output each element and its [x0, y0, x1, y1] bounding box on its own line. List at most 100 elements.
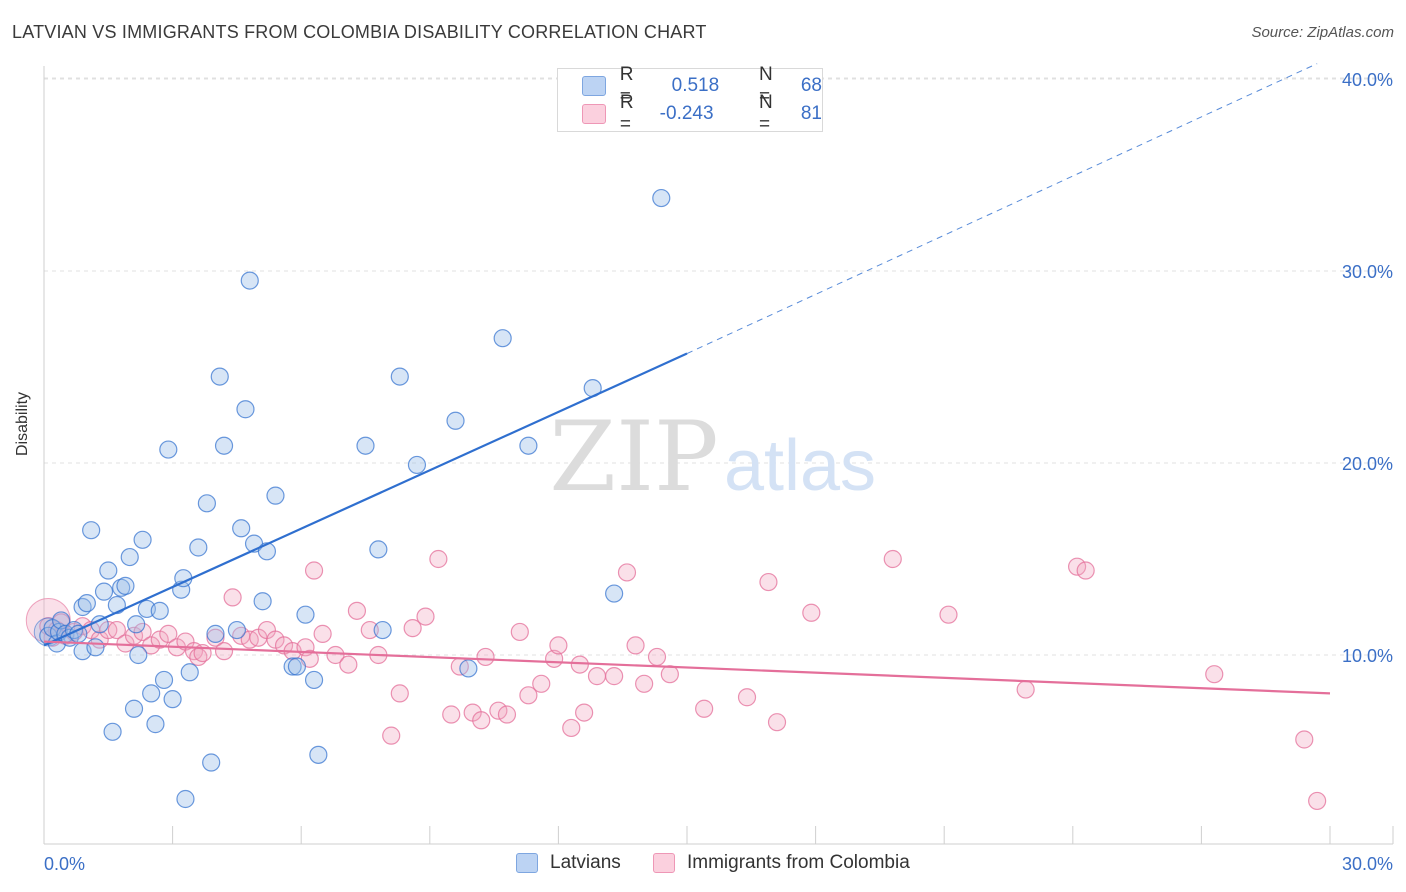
data-point: [510, 622, 529, 642]
data-point: [103, 722, 122, 741]
data-point: [304, 561, 324, 580]
data-point: [360, 620, 379, 640]
data-point: [159, 440, 178, 459]
r-value: 0.518: [671, 75, 720, 96]
data-point: [1295, 730, 1314, 749]
data-point: [347, 601, 367, 620]
data-point: [369, 540, 388, 559]
data-point: [446, 411, 465, 430]
data-point: [373, 620, 392, 640]
data-point: [142, 684, 161, 703]
y-tick-label: 40.0%: [1342, 70, 1393, 90]
data-point: [304, 670, 324, 690]
latvians-swatch: [582, 76, 606, 96]
data-point: [802, 603, 821, 622]
r-label: R =: [619, 64, 634, 107]
data-point: [206, 624, 225, 643]
data-point: [390, 367, 409, 386]
data-point: [1076, 561, 1095, 580]
trend-line-colombia: [43, 640, 1331, 695]
data-point: [210, 367, 229, 386]
data-point: [77, 594, 96, 613]
r-value: -0.243: [659, 103, 714, 124]
trend-line-latvians-extended: [686, 63, 1318, 355]
data-point: [1308, 791, 1327, 811]
data-point: [296, 605, 315, 624]
data-point: [129, 645, 148, 665]
data-point: [570, 655, 589, 674]
data-point: [313, 624, 332, 643]
data-point: [390, 684, 409, 703]
data-point: [283, 657, 302, 676]
data-point: [626, 636, 645, 655]
data-point: [214, 642, 234, 661]
data-point: [660, 665, 679, 684]
bottom-legend: Latvians Immigrants from Colombia: [0, 852, 1406, 878]
data-point: [287, 657, 307, 676]
data-point: [214, 436, 234, 455]
series-latvians: [33, 188, 671, 809]
data-point: [459, 659, 478, 678]
y-axis-label: Disability: [14, 391, 31, 456]
data-point: [116, 576, 135, 595]
y-tick-label: 10.0%: [1342, 646, 1393, 666]
data-point: [86, 638, 105, 657]
trend-lines: [43, 63, 1331, 695]
data-point: [489, 701, 508, 720]
data-point: [150, 601, 169, 620]
n-label: N =: [759, 64, 773, 107]
data-point: [52, 611, 71, 630]
data-point: [253, 592, 272, 611]
data-point: [562, 718, 581, 738]
data-point: [309, 745, 328, 764]
stats-row-colombia: R = -0.243 N = 81: [582, 92, 822, 135]
data-point: [493, 329, 512, 348]
data-point: [197, 494, 216, 513]
y-tick-label: 30.0%: [1342, 262, 1393, 282]
colombia-swatch: [653, 853, 675, 873]
watermark-atlas: atlas: [724, 426, 876, 506]
data-point: [94, 582, 114, 601]
data-point: [339, 655, 358, 674]
chart-title: LATVIAN VS IMMIGRANTS FROM COLOMBIA DISA…: [12, 22, 707, 42]
data-point: [382, 726, 401, 745]
stats-legend: R = 0.518 N = 68 R = -0.243 N = 81: [557, 64, 823, 135]
data-point: [236, 400, 255, 419]
data-point: [442, 705, 461, 724]
colombia-swatch: [582, 104, 606, 124]
n-value: 68: [800, 75, 822, 96]
data-point: [403, 619, 422, 638]
x-tick-label: 30.0%: [1342, 854, 1393, 874]
data-point: [356, 436, 375, 455]
data-point: [240, 271, 259, 290]
n-label: N =: [759, 92, 773, 135]
data-point: [223, 588, 242, 607]
data-point: [159, 624, 178, 643]
y-tick-label: 20.0%: [1342, 454, 1393, 474]
data-point: [154, 670, 174, 690]
latvians-swatch: [516, 853, 538, 873]
data-point: [1067, 557, 1087, 576]
stats-row-latvians: R = 0.518 N = 68: [582, 64, 822, 107]
data-point: [206, 628, 225, 647]
data-point: [695, 699, 714, 718]
r-label: R =: [619, 92, 634, 135]
data-point: [472, 711, 491, 730]
data-point: [652, 188, 671, 208]
data-point: [605, 584, 624, 603]
data-point: [180, 663, 199, 682]
trend-line-latvians: [43, 352, 688, 647]
data-point: [133, 530, 152, 549]
data-point: [120, 547, 139, 567]
data-point: [99, 561, 118, 580]
data-point: [939, 605, 958, 624]
data-point: [127, 615, 146, 634]
legend-label: Immigrants from Colombia: [687, 852, 910, 873]
data-point: [227, 620, 246, 640]
data-point: [575, 703, 594, 722]
series-colombia: [25, 549, 1327, 811]
gridlines: [44, 77, 1393, 656]
data-point: [635, 674, 654, 693]
data-point: [232, 519, 251, 538]
legend-item-colombia: Immigrants from Colombia: [653, 852, 910, 874]
